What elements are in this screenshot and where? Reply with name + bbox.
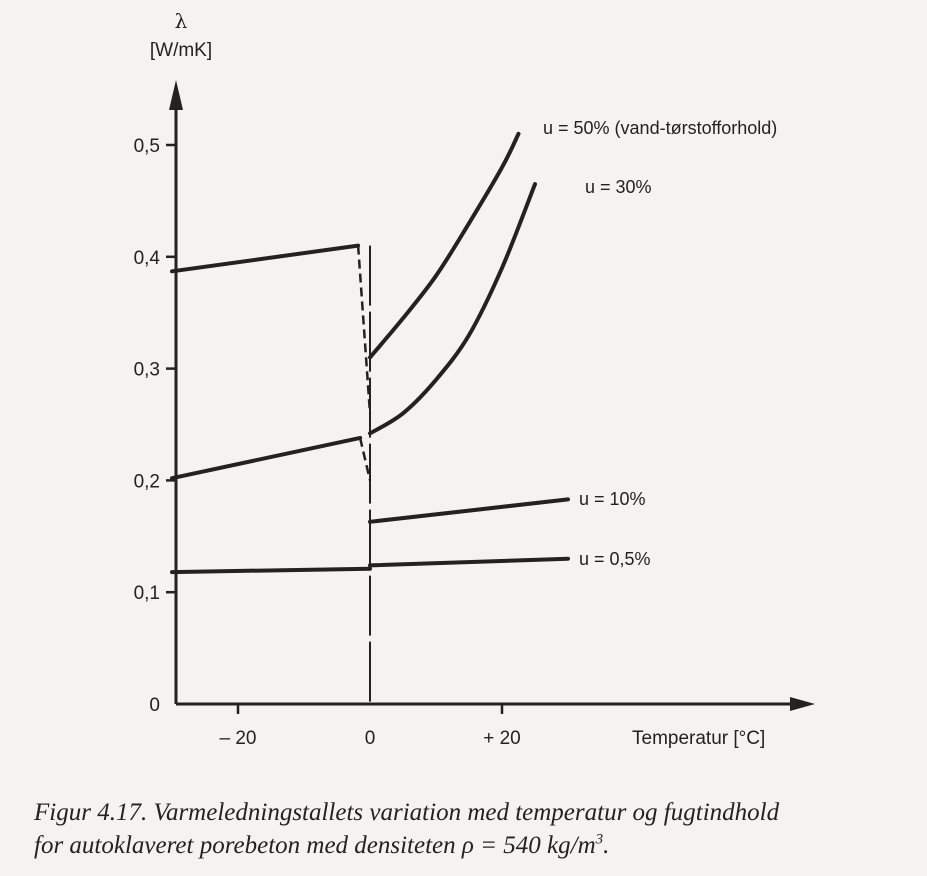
caption-line-2-prefix: for autoklaveret porebeton med densitete… xyxy=(34,832,462,859)
caption-line-2-end: . xyxy=(603,832,610,859)
series-label: u = 30% xyxy=(585,177,652,197)
y-tick-label: 0,1 xyxy=(134,583,160,604)
y-tick-label: 0,5 xyxy=(134,136,160,157)
series-unfrozen-line xyxy=(368,497,570,524)
x-tick-label: 0 xyxy=(365,728,376,749)
series-unfrozen-line xyxy=(368,131,521,360)
labels: λ [W/mK] Temperatur [°C] u = 50% (vand-tørs… xyxy=(150,9,777,749)
x-tick-label: – 20 xyxy=(220,728,257,749)
series-frozen-line xyxy=(170,435,363,481)
y-tick-label: 0,3 xyxy=(134,360,160,381)
series-transition-line xyxy=(356,245,372,414)
caption-rho: ρ xyxy=(461,832,474,859)
caption-exponent: 3 xyxy=(595,831,604,848)
y-axis-unit: [W/mK] xyxy=(150,40,212,61)
series-unfrozen-line xyxy=(368,556,570,568)
series-frozen-line xyxy=(170,243,361,274)
series-unfrozen-line xyxy=(368,182,537,436)
y-tick-label: 0,2 xyxy=(134,471,160,492)
caption-line-1: Figur 4.17. Varmeledningstallets variati… xyxy=(34,799,780,826)
x-tick-label: + 20 xyxy=(483,728,521,749)
caption-line-2-value: = 540 kg/m xyxy=(473,832,596,859)
figure-caption: Figur 4.17. Varmeledningstallets variati… xyxy=(34,796,914,862)
y-axis-symbol: λ xyxy=(175,9,188,33)
curves xyxy=(170,131,570,575)
y-axis-arrow xyxy=(169,80,183,110)
ticks: 0 0,1 0,2 0,3 0,4 0,5 – 20 0 + 20 xyxy=(134,136,521,749)
series-label: u = 0,5% xyxy=(579,549,651,569)
x-axis-label: Temperatur [°C] xyxy=(632,728,765,749)
series-transition-line xyxy=(358,437,372,481)
y-tick-label: 0 xyxy=(149,695,160,716)
y-tick-label: 0,4 xyxy=(134,248,161,269)
x-axis-arrow xyxy=(790,697,815,711)
axes xyxy=(169,80,815,711)
thermal-conductivity-chart: 0 0,1 0,2 0,3 0,4 0,5 – 20 0 + 20 λ [W/mK] Tempera… xyxy=(134,9,815,749)
series-label: u = 50% (vand-tørstofforhold) xyxy=(543,118,777,138)
series-frozen-line xyxy=(170,566,372,575)
caption-line-2: for autoklaveret porebeton med densitete… xyxy=(34,829,914,862)
series-label: u = 10% xyxy=(579,489,646,509)
